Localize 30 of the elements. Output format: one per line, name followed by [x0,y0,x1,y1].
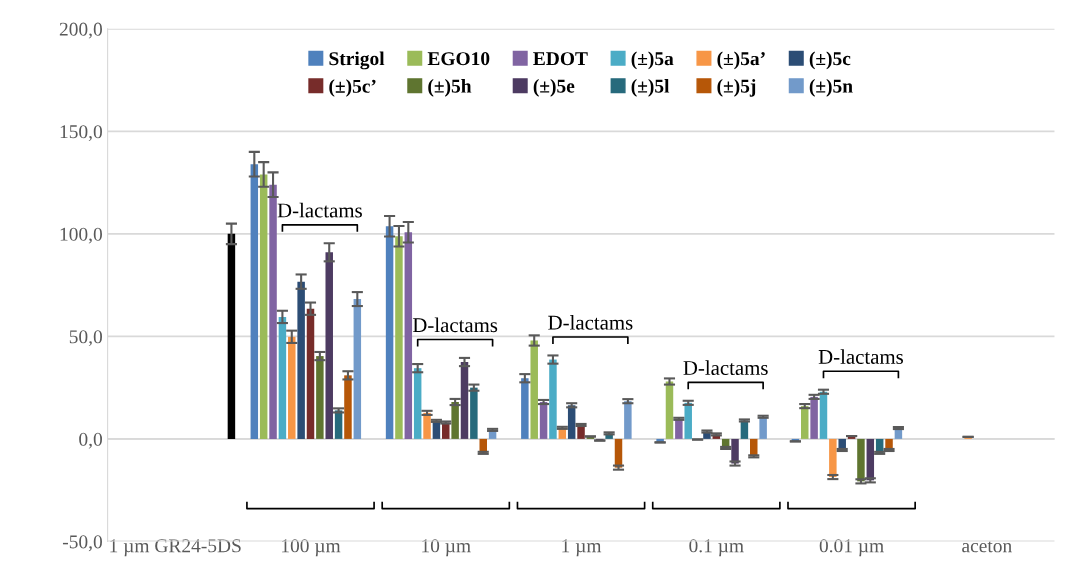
legend-label: (±)5e [533,79,575,97]
y-tick-label: 150,0 [60,125,102,142]
x-tick-label: 10 µm [422,539,471,557]
legend-label: (±)5c [809,51,851,70]
y-tick-label: 100,0 [60,227,102,244]
legend-label: (±)5a [631,51,674,70]
annotation: D-lactams [683,360,768,376]
y-tick-label: 200,0 [59,22,102,39]
legend-label: EDOT [533,52,588,66]
x-tick-label: 100 µm [282,539,341,557]
legend-label: Strigol [329,51,385,70]
x-tick-label: aceton [962,541,1012,553]
annotation: D-lactams [277,202,362,218]
annotation: D-lactams [548,315,633,330]
x-tick-label: 0.01 µm [819,539,884,557]
y-tick-label: -50,0 [62,535,102,552]
x-tick-label: 0.1 µm [689,539,744,557]
legend-label: (±)5j [717,79,756,97]
legend-label: (±)5h [428,79,472,97]
y-tick-label: 50,0 [69,330,102,347]
annotation: D-lactams [412,317,498,333]
annotation: D-lactams [818,349,903,364]
legend-label: EGO10 [427,52,490,66]
legend-label: (±)5l [631,79,670,97]
x-tick-label: 1 µm [562,539,602,557]
x-tick-label: 1 µm GR24-5DS [110,539,241,557]
legend-label: (±)5n [809,79,853,97]
legend-label: (±)5a’ [717,51,765,70]
y-tick-label: 0,0 [79,432,102,449]
legend-label: (±)5c’ [329,79,376,97]
